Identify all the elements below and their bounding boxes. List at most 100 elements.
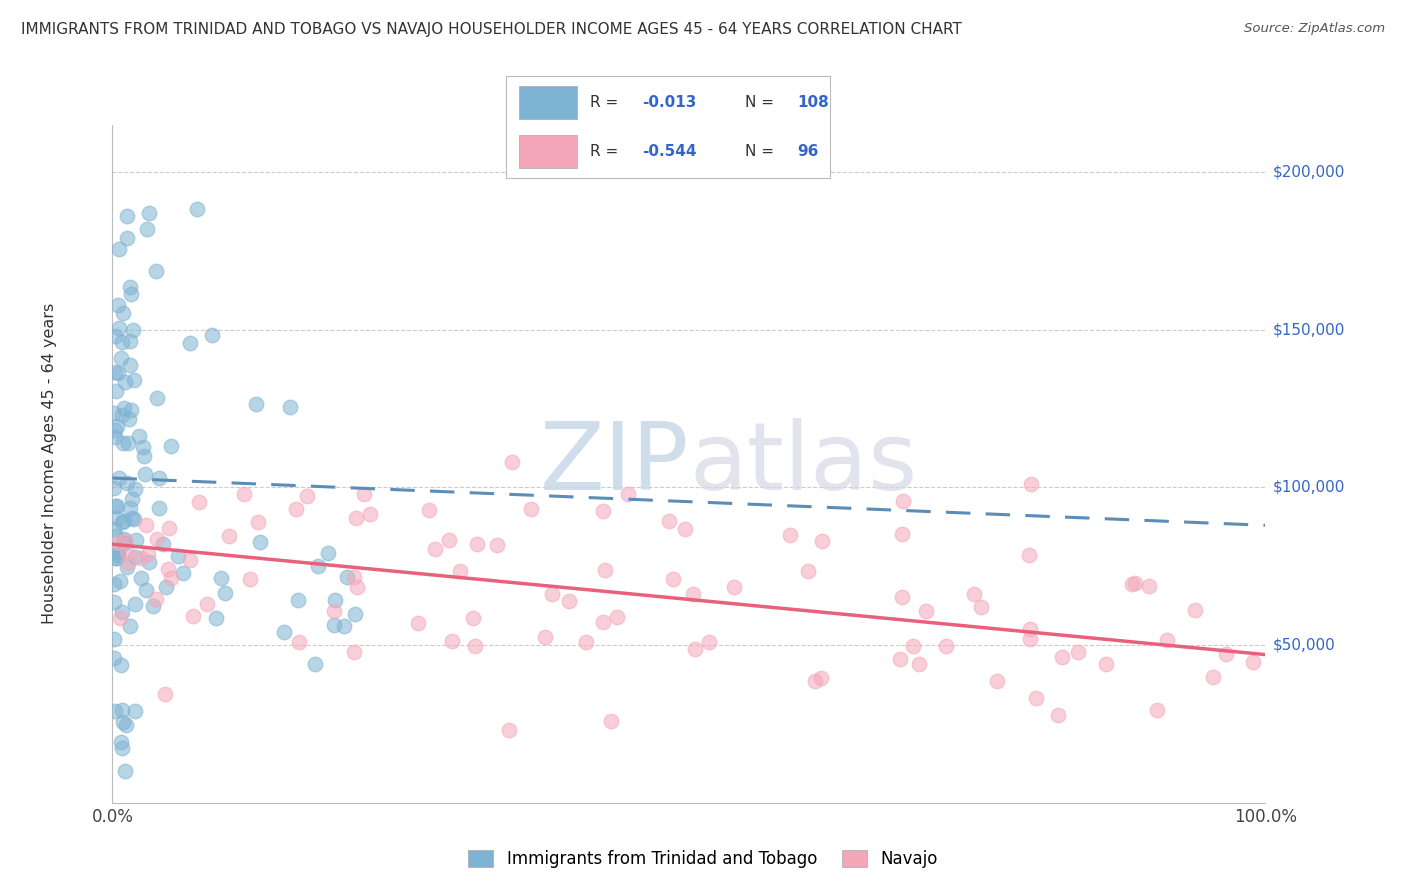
Point — [117, 556, 139, 570]
Point — [1156, 632, 1178, 647]
Point — [157, 562, 180, 576]
Text: atlas: atlas — [689, 417, 917, 510]
Point — [343, 645, 366, 659]
Point — [152, 536, 174, 550]
Point — [304, 657, 326, 671]
Point — [115, 209, 138, 223]
Point — [1094, 657, 1116, 671]
Point — [111, 515, 134, 529]
Point — [273, 625, 295, 640]
Point — [541, 587, 564, 601]
Point — [104, 365, 127, 379]
Text: R =: R = — [591, 145, 619, 160]
Point — [1123, 575, 1146, 590]
Point — [111, 408, 134, 422]
Text: $150,000: $150,000 — [1272, 322, 1344, 337]
Point — [486, 538, 509, 552]
Point — [501, 455, 523, 469]
Text: -0.013: -0.013 — [643, 95, 696, 110]
Point — [232, 487, 254, 501]
Text: ZIP: ZIP — [540, 417, 689, 510]
Point — [200, 328, 222, 343]
Point — [136, 547, 159, 561]
Point — [112, 533, 135, 547]
Point — [335, 570, 357, 584]
Point — [1215, 647, 1237, 661]
Point — [662, 572, 685, 586]
Point — [606, 610, 628, 624]
Point — [110, 574, 132, 589]
Point — [104, 423, 127, 437]
Point — [986, 673, 1008, 688]
Point — [498, 723, 520, 738]
Point — [575, 635, 598, 649]
Text: -0.544: -0.544 — [643, 145, 696, 160]
Point — [323, 592, 346, 607]
Point — [195, 597, 218, 611]
Point — [1025, 691, 1047, 706]
Point — [108, 471, 131, 485]
Point — [125, 533, 148, 547]
Point — [592, 615, 614, 629]
Point — [593, 563, 616, 577]
Point — [135, 517, 157, 532]
Point — [103, 632, 125, 646]
Point — [104, 551, 127, 566]
Point — [797, 564, 820, 578]
Point — [204, 611, 226, 625]
Point — [187, 495, 209, 509]
Point — [104, 499, 127, 513]
Point — [110, 658, 132, 673]
Point — [467, 537, 489, 551]
Point — [723, 580, 745, 594]
Text: $50,000: $50,000 — [1272, 638, 1336, 653]
Text: $100,000: $100,000 — [1272, 480, 1344, 495]
Point — [346, 580, 368, 594]
Point — [891, 590, 914, 604]
Point — [901, 639, 924, 653]
Point — [159, 439, 181, 453]
Point — [108, 242, 131, 256]
Point — [124, 549, 146, 564]
Point — [1019, 476, 1042, 491]
Point — [115, 560, 138, 574]
Point — [179, 553, 201, 567]
Point — [353, 487, 375, 501]
Point — [110, 351, 132, 366]
Point — [103, 522, 125, 536]
Point — [105, 511, 128, 525]
Point — [104, 384, 127, 398]
Point — [108, 321, 131, 335]
Point — [121, 323, 143, 337]
Point — [1137, 579, 1160, 593]
Point — [124, 597, 146, 611]
Point — [658, 514, 681, 528]
Point — [111, 703, 134, 717]
Point — [107, 548, 129, 562]
Point — [592, 504, 614, 518]
Point — [245, 397, 267, 411]
Point — [344, 607, 367, 622]
Point — [129, 550, 152, 565]
Text: Source: ZipAtlas.com: Source: ZipAtlas.com — [1244, 22, 1385, 36]
Point — [145, 592, 167, 607]
Bar — [519, 136, 578, 168]
Point — [172, 566, 194, 581]
Point — [970, 599, 993, 614]
Point — [322, 618, 344, 632]
Text: N =: N = — [745, 145, 775, 160]
Point — [891, 494, 914, 508]
Point — [103, 481, 125, 495]
Point — [167, 549, 190, 563]
Point — [533, 630, 555, 644]
Point — [105, 529, 128, 543]
Point — [114, 534, 136, 549]
Point — [239, 573, 262, 587]
Point — [1121, 577, 1143, 591]
Point — [1018, 622, 1040, 636]
Point — [111, 305, 134, 319]
Point — [425, 542, 447, 557]
Point — [132, 440, 155, 454]
Point — [103, 595, 125, 609]
Point — [122, 373, 145, 387]
